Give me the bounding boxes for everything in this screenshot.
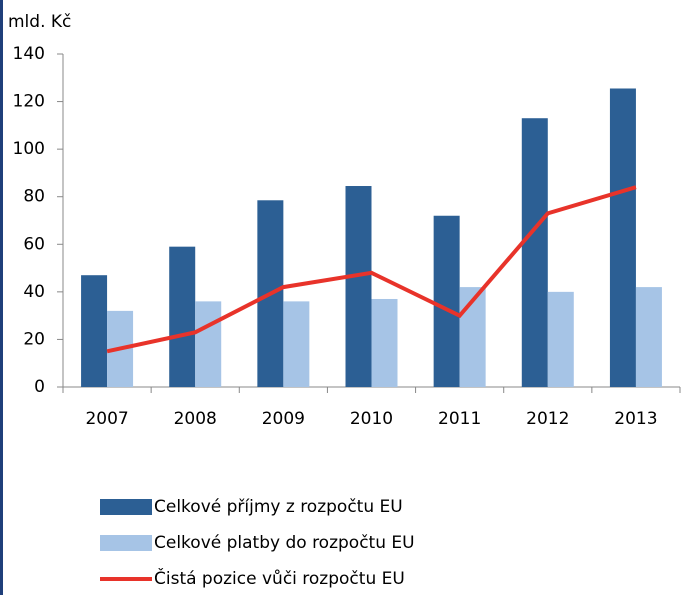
y-tick-label: 140 — [13, 44, 45, 64]
legend-label: Celkové platby do rozpočtu EU — [154, 533, 415, 553]
x-tick-label: 2008 — [174, 409, 217, 429]
bar — [283, 301, 310, 387]
y-tick-label: 0 — [34, 377, 45, 397]
legend-swatch — [100, 535, 152, 551]
bar — [81, 275, 108, 387]
bar — [521, 118, 548, 387]
y-tick-label: 80 — [23, 187, 45, 207]
x-tick-label: 2012 — [526, 409, 569, 429]
x-tick-label: 2013 — [614, 409, 657, 429]
y-tick-label: 20 — [23, 329, 45, 349]
y-tick-label: 100 — [13, 139, 45, 159]
bar — [371, 298, 398, 387]
y-tick-label: 40 — [23, 282, 45, 302]
x-tick-label: 2009 — [262, 409, 305, 429]
bar — [459, 287, 486, 387]
y-tick-label: 60 — [23, 234, 45, 254]
bar — [609, 88, 636, 387]
bar — [195, 301, 222, 387]
y-tick-label: 120 — [13, 92, 45, 112]
legend-swatch — [100, 499, 152, 515]
x-tick-label: 2007 — [85, 409, 128, 429]
x-tick-label: 2011 — [438, 409, 481, 429]
legend-label: Čistá pozice vůči rozpočtu EU — [154, 567, 405, 589]
line — [106, 185, 637, 354]
left-border — [0, 0, 3, 595]
bar — [547, 291, 574, 387]
bar — [345, 186, 372, 387]
y-axis-label: mld. Kč — [8, 12, 71, 32]
legend-label: Celkové příjmy z rozpočtu EU — [154, 497, 403, 517]
bar — [169, 246, 196, 387]
bar — [433, 215, 460, 387]
bar — [635, 287, 662, 387]
x-tick-label: 2010 — [350, 409, 393, 429]
